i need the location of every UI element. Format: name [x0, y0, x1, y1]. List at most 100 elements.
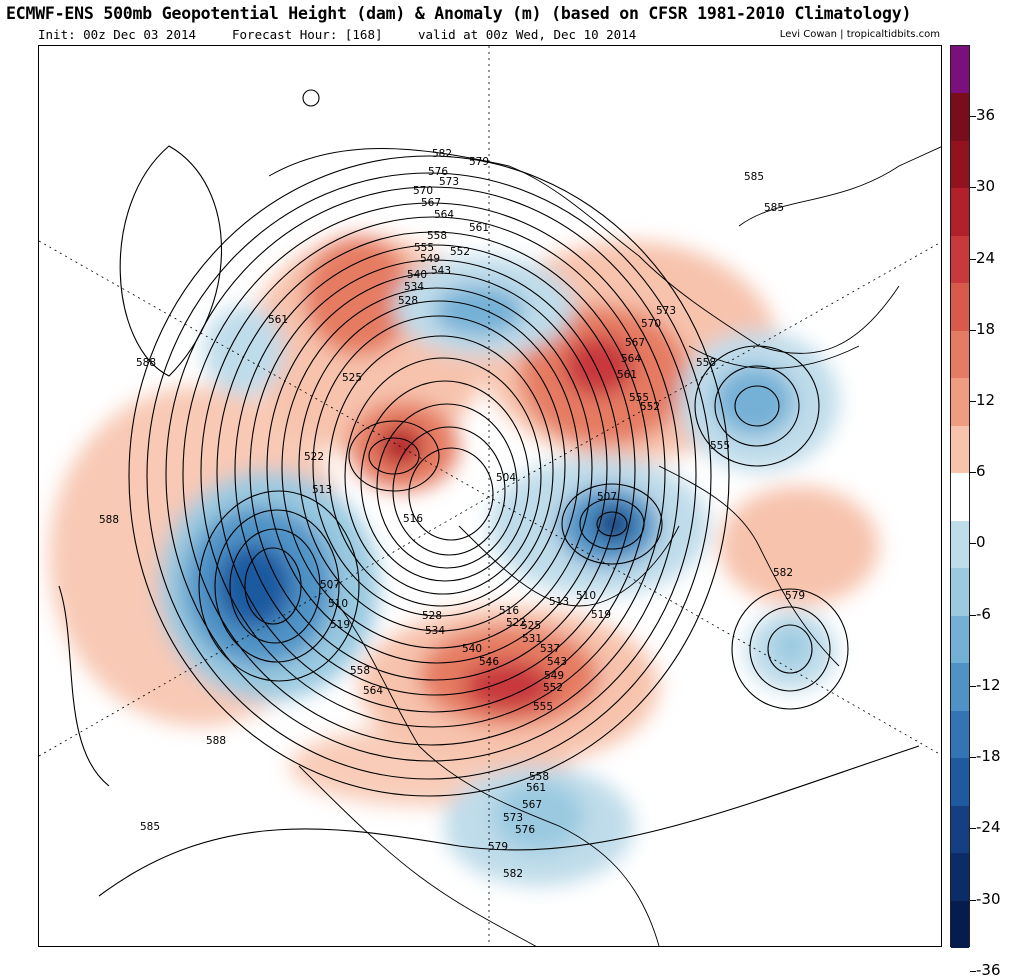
contour-label: 519 — [591, 609, 611, 621]
colorbar-segment — [951, 520, 969, 569]
contour-label: 504 — [496, 472, 516, 484]
colorbar-segment — [951, 758, 969, 807]
contour-label: 534 — [404, 281, 424, 293]
colorbar-label: 36 — [976, 106, 996, 125]
colorbar-segment — [951, 378, 969, 427]
contour-label: 582 — [773, 567, 793, 579]
contour-label: 582 — [432, 148, 452, 160]
contour-label: 555 — [533, 701, 553, 713]
contour-label-layer: 582 579 576 573 570 567 564 561 558 555 … — [99, 148, 805, 880]
contour-label: 528 — [398, 295, 418, 307]
colorbar-segment — [951, 615, 969, 664]
colorbar-tick — [970, 614, 976, 616]
colorbar-tick — [970, 258, 976, 260]
contour-label: 576 — [515, 824, 535, 836]
colorbar-tick — [970, 828, 976, 830]
contour-label: 588 — [99, 514, 119, 526]
anomaly-map: 582 579 576 573 570 567 564 561 558 555 … — [38, 45, 942, 947]
contour-label: 519 — [330, 619, 350, 631]
contour-label: 540 — [407, 269, 427, 281]
contour-label: 558 — [427, 230, 447, 242]
contour-label: 558 — [696, 357, 716, 369]
colorbar-tick — [970, 401, 976, 403]
contour-label: 513 — [549, 596, 569, 608]
contour-label: 579 — [785, 590, 805, 602]
contour-label: 552 — [450, 246, 470, 258]
contour-label: 582 — [503, 868, 523, 880]
colorbar-tick — [970, 899, 976, 901]
contour-label: 585 — [140, 821, 160, 833]
colorbar-segment — [951, 663, 969, 712]
colorbar-tick — [970, 543, 976, 545]
contour-label: 549 — [544, 670, 564, 682]
contour-label: 585 — [764, 202, 784, 214]
chart-title: ECMWF-ENS 500mb Geopotential Height (dam… — [6, 4, 912, 23]
colorbar-segment — [951, 853, 969, 902]
contour-label: 543 — [431, 265, 451, 277]
contour-label: 525 — [342, 372, 362, 384]
colorbar-segment — [951, 93, 969, 142]
contour-label: 510 — [328, 598, 348, 610]
colorbar-segment — [951, 900, 969, 949]
contour-label: 567 — [421, 197, 441, 209]
colorbar-segment — [951, 425, 969, 474]
init-time: Init: 00z Dec 03 2014 — [38, 27, 197, 42]
forecast-hour: Forecast Hour: [168] — [232, 27, 383, 42]
contour-label: 570 — [641, 318, 661, 330]
colorbar-segment — [951, 568, 969, 617]
colorbar-tick — [970, 685, 976, 687]
height-contours — [58, 89, 920, 897]
contour-label: 525 — [521, 620, 541, 632]
contour-label: 510 — [576, 590, 596, 602]
colorbar-tick — [970, 472, 976, 474]
contour-label: 516 — [403, 513, 423, 525]
contour-label: 507 — [597, 491, 617, 503]
colorbar-segment — [951, 710, 969, 759]
contour-label: 564 — [363, 685, 383, 697]
contour-label: 564 — [621, 353, 641, 365]
colorbar-segment — [951, 140, 969, 189]
colorbar-segment — [951, 188, 969, 237]
colorbar-tick — [970, 970, 976, 972]
contour-label: 558 — [350, 665, 370, 677]
contour-label: 567 — [522, 799, 542, 811]
colorbar-tick — [970, 116, 976, 118]
contour-label: 588 — [136, 357, 156, 369]
contour-label: 567 — [625, 337, 645, 349]
contour-label: 543 — [547, 656, 567, 668]
contour-label: 573 — [656, 305, 676, 317]
contour-label: 561 — [617, 369, 637, 381]
colorbar-label: 12 — [976, 391, 996, 410]
colorbar-segment — [951, 473, 969, 522]
colorbar-segment — [951, 46, 969, 94]
contour-label: 585 — [744, 171, 764, 183]
contour-label: 555 — [414, 242, 434, 254]
contour-label: 534 — [425, 625, 445, 637]
contour-label: 537 — [540, 643, 560, 655]
colorbar-label: 24 — [976, 248, 996, 267]
contour-label: 588 — [206, 735, 226, 747]
contour-label: 570 — [413, 185, 433, 197]
colorbar-tick — [970, 329, 976, 331]
contour-label: 564 — [434, 209, 454, 221]
contour-label: 558 — [529, 771, 549, 783]
coastlines — [268, 146, 941, 946]
contour-label: 573 — [503, 812, 523, 824]
contour-label: 579 — [488, 841, 508, 853]
colorbar-label: -36 — [976, 960, 1001, 979]
colorbar-label: -24 — [976, 818, 1001, 837]
colorbar-tick — [970, 187, 976, 189]
contour-label: 552 — [543, 682, 563, 694]
contour-label: 540 — [462, 643, 482, 655]
contour-label: 528 — [422, 610, 442, 622]
map-canvas: 582 579 576 573 570 567 564 561 558 555 … — [39, 46, 941, 946]
colorbar-label: 18 — [976, 319, 996, 338]
author-credit: Levi Cowan | tropicaltidbits.com — [779, 29, 940, 40]
colorbar-segment — [951, 283, 969, 332]
contour-label: 561 — [469, 222, 489, 234]
colorbar-label: 0 — [976, 533, 986, 552]
colorbar-label: -30 — [976, 889, 1001, 908]
colorbar-label: -18 — [976, 747, 1001, 766]
contour-label: 522 — [304, 451, 324, 463]
contour-label: 576 — [428, 166, 448, 178]
